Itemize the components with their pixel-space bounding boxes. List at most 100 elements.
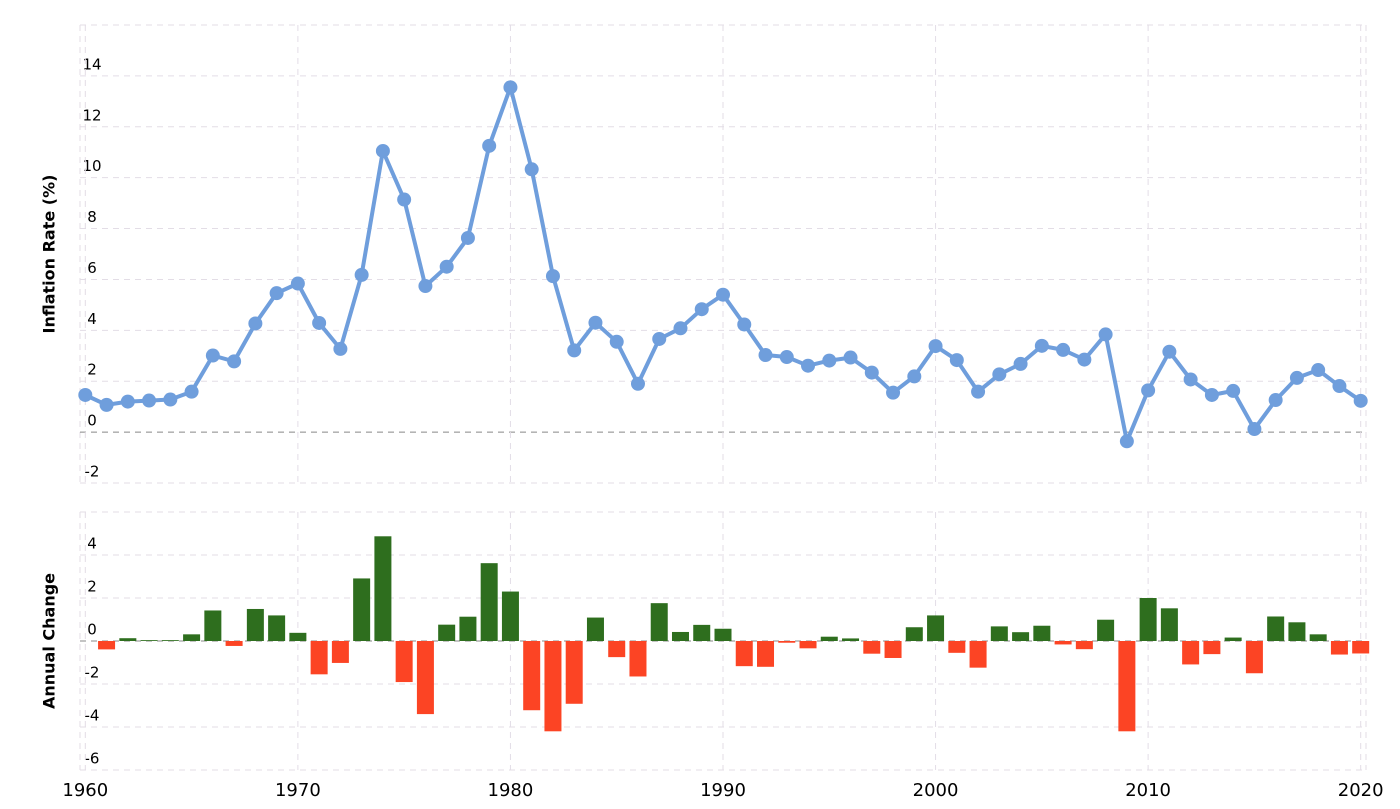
bar xyxy=(353,578,371,641)
data-point xyxy=(418,279,433,294)
bar xyxy=(969,641,987,668)
data-point xyxy=(120,394,135,409)
data-point xyxy=(227,354,242,369)
data-point xyxy=(290,276,305,291)
data-point xyxy=(312,315,327,330)
data-point xyxy=(971,384,986,399)
data-point xyxy=(1247,422,1262,437)
data-point xyxy=(354,267,369,282)
bar xyxy=(204,610,222,641)
data-point xyxy=(78,387,93,402)
y-tick-label: 2 xyxy=(87,578,97,596)
data-point xyxy=(545,269,560,284)
data-point xyxy=(864,365,879,380)
bar xyxy=(1118,641,1136,732)
data-point xyxy=(1332,379,1347,394)
data-point xyxy=(886,385,901,400)
data-point xyxy=(1141,383,1156,398)
bar xyxy=(1097,619,1115,641)
bar xyxy=(629,641,647,677)
y-tick-label: -4 xyxy=(85,707,100,725)
bar xyxy=(820,636,838,641)
bar xyxy=(225,641,243,646)
y-tick-label: -2 xyxy=(85,463,100,481)
data-point xyxy=(1268,393,1283,408)
data-point xyxy=(609,334,624,349)
bar xyxy=(1033,625,1051,641)
bar xyxy=(523,641,541,711)
bar xyxy=(693,624,711,641)
bar xyxy=(98,641,116,650)
data-point xyxy=(1226,383,1241,398)
bar xyxy=(374,536,392,641)
x-tick-label: 2000 xyxy=(913,780,959,801)
bar xyxy=(1309,634,1327,641)
data-point xyxy=(928,339,943,354)
bar xyxy=(1139,598,1157,641)
data-point xyxy=(992,367,1007,382)
y-tick-label: 8 xyxy=(87,208,97,226)
y-tick-label: 0 xyxy=(87,412,97,430)
bar xyxy=(565,641,583,704)
data-point xyxy=(779,350,794,365)
data-point xyxy=(397,192,412,207)
x-tick-label: 1990 xyxy=(700,780,746,801)
data-point xyxy=(630,376,645,391)
data-point xyxy=(269,286,284,301)
y-axis-title: Annual Change xyxy=(40,573,59,709)
y-tick-label: -6 xyxy=(85,750,100,768)
y-tick-label: 6 xyxy=(87,259,97,277)
bar xyxy=(289,632,307,641)
y-tick-label: 0 xyxy=(87,621,97,639)
bar xyxy=(395,641,413,683)
data-point xyxy=(1289,370,1304,385)
data-point xyxy=(460,230,475,245)
data-point xyxy=(1077,352,1092,367)
data-point xyxy=(482,138,497,153)
y-tick-label: -2 xyxy=(85,664,100,682)
bar xyxy=(1054,641,1072,645)
data-point xyxy=(694,302,709,317)
bar xyxy=(650,603,668,641)
data-point xyxy=(673,321,688,336)
bar xyxy=(757,641,775,667)
data-point xyxy=(588,315,603,330)
bar xyxy=(438,624,456,641)
bar xyxy=(183,634,201,641)
bar xyxy=(799,641,817,649)
bar xyxy=(501,591,519,641)
bar xyxy=(1245,641,1263,674)
data-point xyxy=(1311,363,1326,378)
x-tick-label: 1970 xyxy=(275,780,321,801)
data-point xyxy=(1204,387,1219,402)
bar xyxy=(586,617,604,641)
bar xyxy=(161,640,179,641)
data-point xyxy=(907,369,922,384)
bar xyxy=(884,641,902,658)
y-tick-label: 14 xyxy=(82,55,101,73)
bar xyxy=(714,628,732,641)
data-point xyxy=(1353,393,1368,408)
data-point xyxy=(99,397,114,412)
bar xyxy=(1182,641,1200,665)
bar xyxy=(1288,622,1306,641)
bar xyxy=(140,640,158,641)
data-point xyxy=(1183,372,1198,387)
bar xyxy=(119,638,137,641)
data-point xyxy=(1119,434,1134,449)
data-point xyxy=(163,392,178,407)
bar xyxy=(246,608,264,641)
bar xyxy=(1203,641,1221,655)
bar xyxy=(608,641,626,658)
x-tick-label: 1980 xyxy=(488,780,534,801)
data-point xyxy=(843,350,858,365)
bar xyxy=(1075,641,1093,650)
bar xyxy=(778,641,796,643)
bar xyxy=(990,626,1008,641)
bar xyxy=(310,641,328,675)
data-point xyxy=(758,348,773,363)
bar xyxy=(331,641,349,663)
bar xyxy=(480,563,498,641)
data-point xyxy=(1098,327,1113,342)
data-point xyxy=(949,353,964,368)
